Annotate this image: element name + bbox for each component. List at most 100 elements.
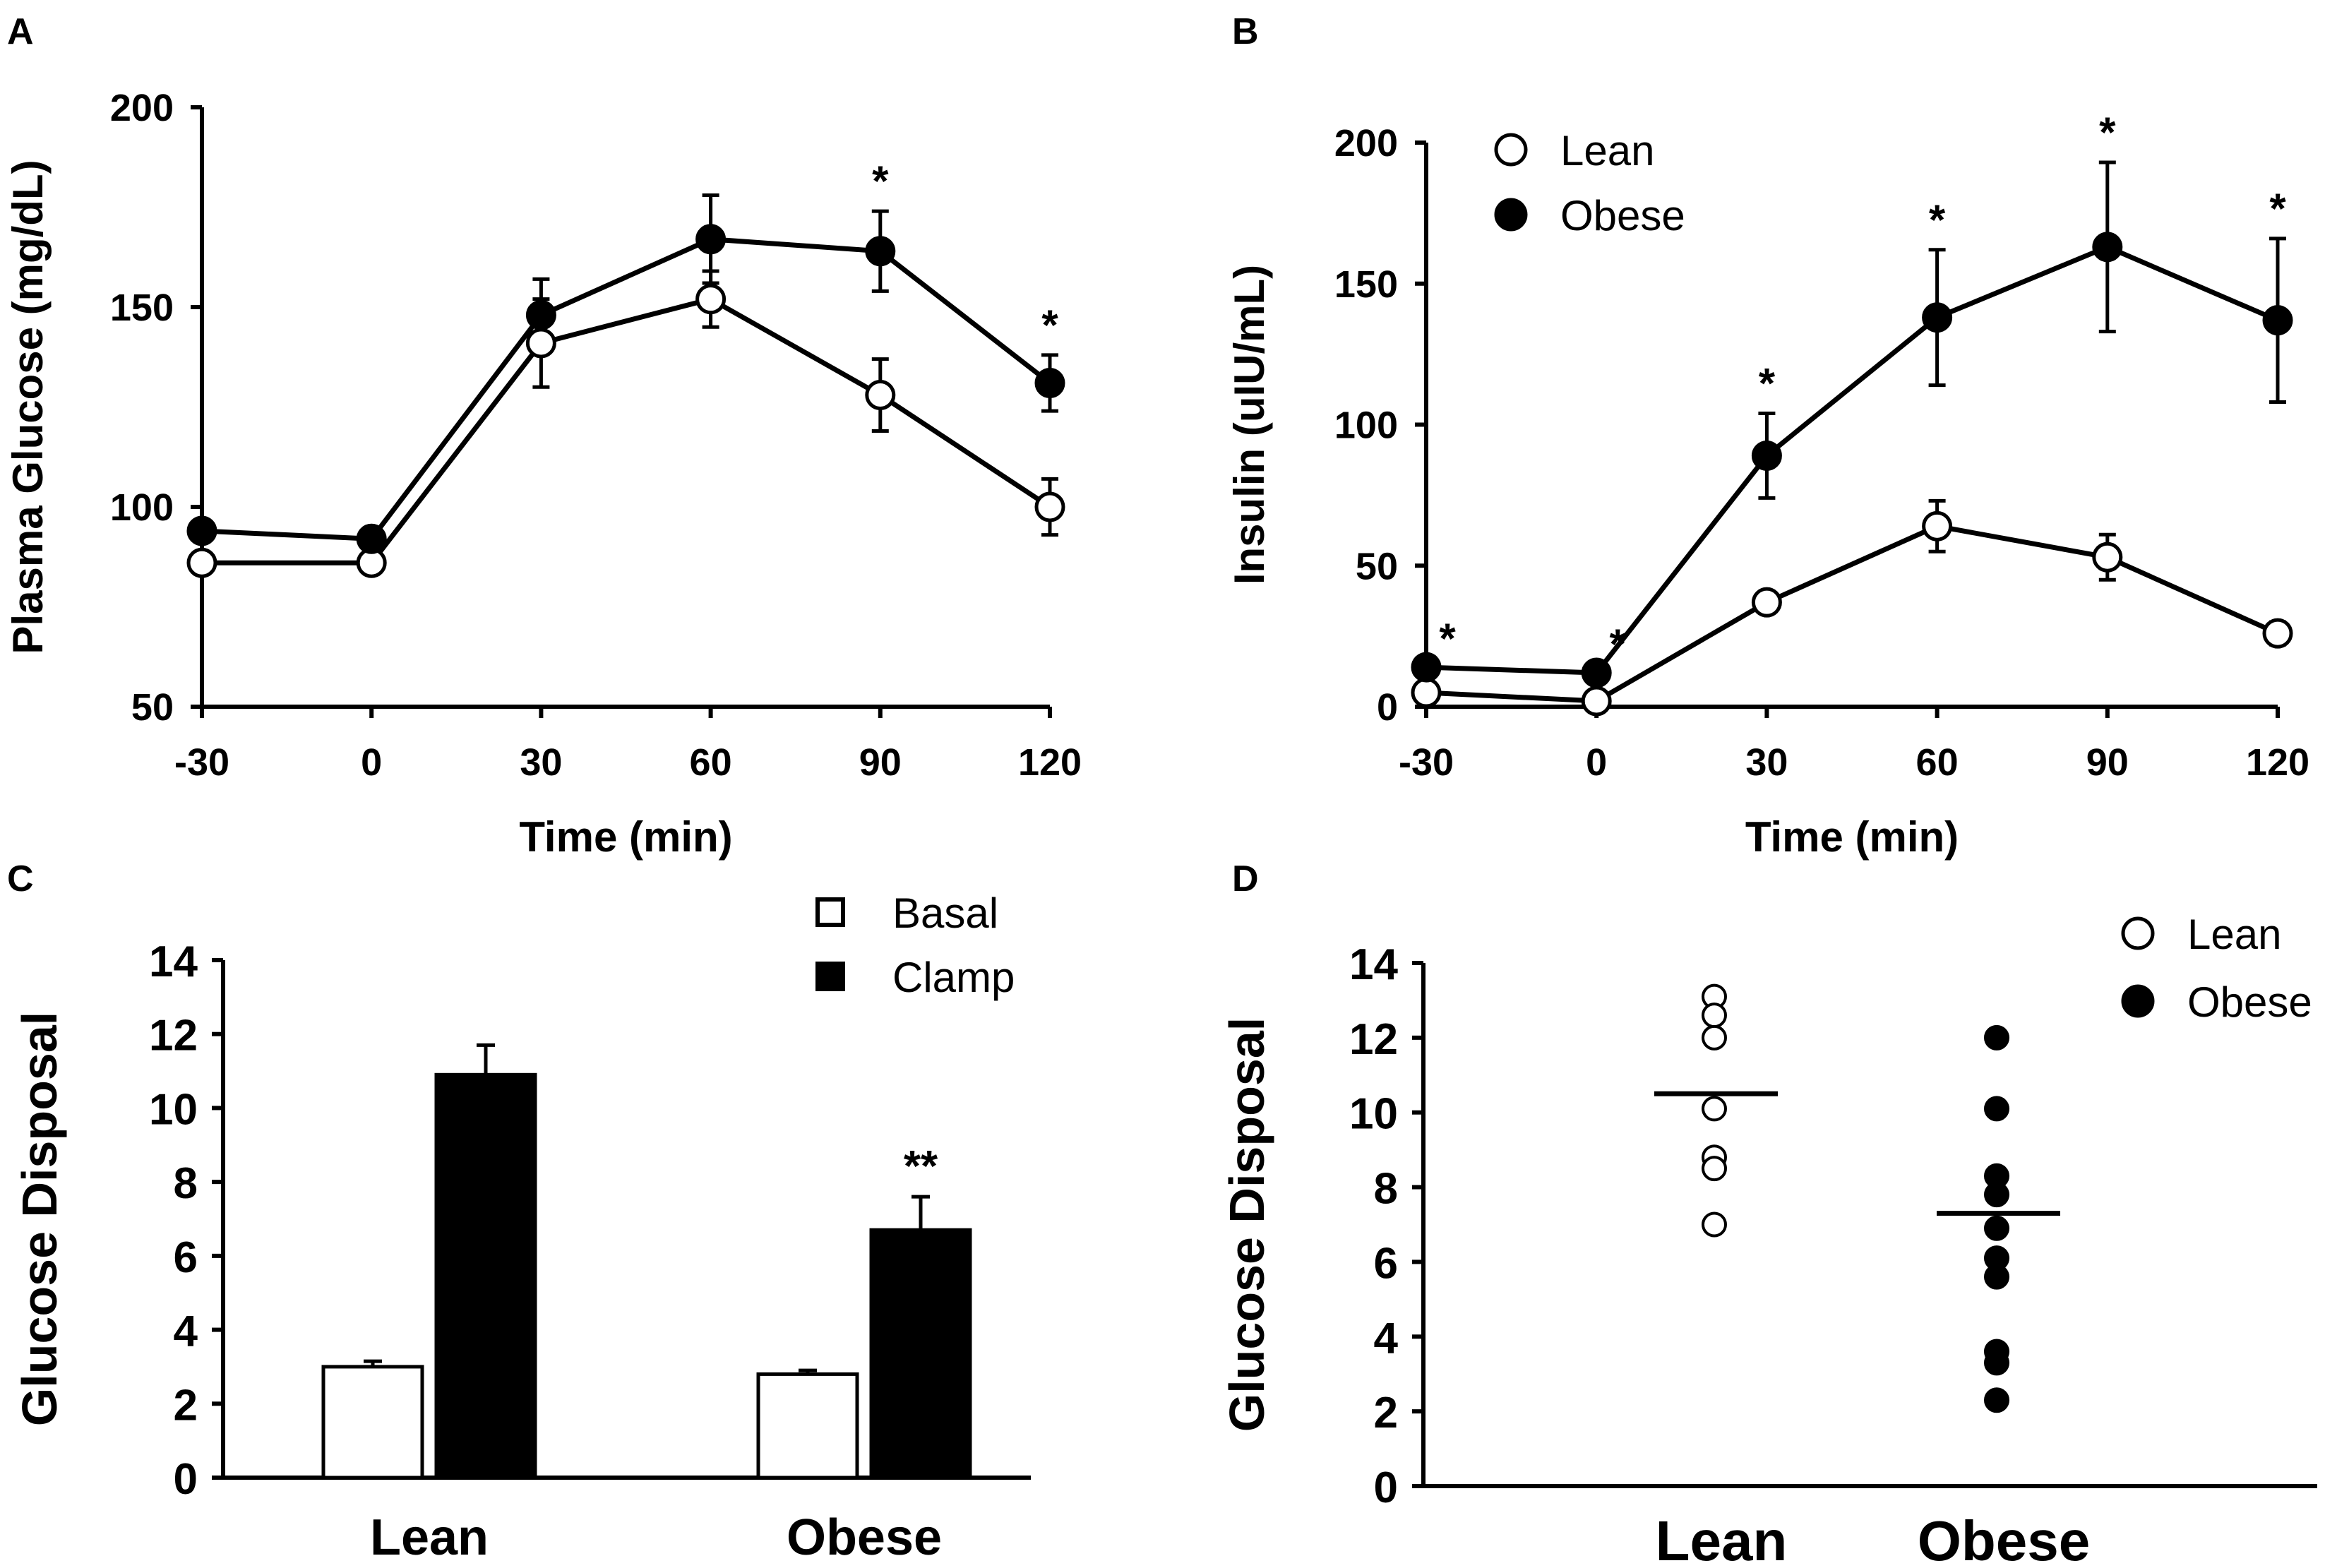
a-line-lean [202,296,1051,565]
c-ytick-label: 4 [174,1307,198,1356]
d-legend-marker-lean [2121,916,2155,950]
b-point-lean [1411,677,1442,708]
d-point-obese [1984,1024,2009,1051]
b-xtick-label: 30 [1745,741,1788,784]
a-xtick-label: 120 [1018,741,1082,784]
a-xtick-label: 0 [361,741,382,784]
b-significance-mark: * [1610,621,1627,668]
d-ytick-label: 14 [1349,940,1398,989]
b-point-lean [2262,618,2293,649]
c-ytick-label: 0 [174,1455,198,1504]
b-ytick-label: 200 [1334,122,1398,164]
b-ytick-label: 50 [1356,545,1398,587]
b-point-obese [2092,232,2123,263]
b-xtick-label: -30 [1399,741,1454,784]
a-point-obese [356,523,387,554]
b-legend-marker-obese [1494,198,1528,232]
b-significance-mark: * [1929,196,1946,244]
b-ylabel: Insulin (uIU/mL) [1226,265,1273,585]
b-point-obese [2262,305,2293,336]
a-ylabel: Plasma Glucose (mg/dL) [4,160,52,654]
a-ytick-label: 150 [110,287,174,329]
b-legend-marker-lean [1494,133,1528,167]
d-ylabel: Glucose Disposal [1219,1017,1274,1432]
b-xtick-label: 90 [2086,741,2129,784]
a-ytick-label: 100 [110,486,174,529]
b-point-obese [1751,440,1782,471]
c-significance-mark: ** [904,1142,938,1191]
c-bar-obese-clamp [869,1228,972,1480]
c-legend-marker-clamp [815,962,845,991]
b-point-lean [1581,686,1612,717]
b-axes [1424,143,2278,709]
a-point-lean [525,328,556,359]
a-xtick-label: 90 [859,741,902,784]
d-point-lean [1702,1024,1727,1051]
a-point-obese [865,236,896,267]
b-ytick-label: 100 [1334,405,1398,447]
b-significance-mark: * [2269,185,2286,232]
d-point-obese [1984,1096,2009,1122]
b-line-lean [1426,523,2279,704]
c-bar-lean-basal [321,1365,424,1480]
c-bar-lean-clamp [434,1072,537,1480]
c-ytick-label: 6 [174,1233,198,1282]
d-point-obese [1984,1182,2009,1208]
c-legend-label-clamp: Clamp [892,954,1015,1001]
a-ytick-label: 50 [131,686,174,729]
c-errorbar-obese-basal [799,1368,817,1375]
b-xtick-label: 120 [2246,741,2309,784]
d-point-lean [1702,1096,1727,1122]
c-ylabel: Glucose Disposal [12,1012,67,1426]
b-point-lean [1751,587,1782,618]
a-xtick-label: 60 [690,741,732,784]
a-point-lean [186,547,217,578]
d-axes [1421,963,2317,1488]
b-significance-mark: * [2099,109,2116,156]
b-xlabel: Time (min) [1745,813,1959,861]
a-axes [200,107,1050,709]
d-category-label-lean: Lean [1656,1509,1788,1568]
a-point-obese [186,515,217,546]
c-category-label-obese: Obese [787,1509,942,1566]
a-point-obese [525,299,556,330]
b-significance-mark: * [1439,615,1456,662]
b-point-lean [1922,510,1953,541]
panel-label-a: A [7,11,34,52]
a-point-lean [695,284,727,315]
d-ytick-label: 2 [1374,1389,1398,1437]
d-point-obese [1984,1350,2009,1376]
a-xtick-label: -30 [174,741,229,784]
c-legend-label-basal: Basal [892,890,998,937]
d-point-obese [1984,1264,2009,1290]
d-point-obese [1984,1387,2009,1413]
d-legend-marker-obese [2121,984,2155,1018]
b-ytick-label: 150 [1334,263,1398,306]
d-ytick-label: 8 [1374,1165,1398,1214]
d-point-lean [1702,1211,1727,1238]
c-ytick-label: 8 [174,1159,198,1208]
d-category-label-obese: Obese [1918,1509,2091,1568]
panel-label-d: D [1232,858,1259,899]
c-legend-marker-basal [815,897,845,927]
d-ytick-label: 4 [1374,1314,1399,1363]
c-ytick-label: 10 [149,1085,198,1134]
b-point-obese [1922,302,1953,333]
d-ytick-label: 0 [1374,1464,1398,1512]
c-errorbar-lean-basal [364,1359,382,1367]
a-line-obese [201,237,1052,541]
d-legend-label-lean: Lean [2187,911,2281,958]
b-point-obese [1581,657,1612,688]
a-point-obese [1034,368,1065,399]
c-ytick-label: 12 [149,1012,198,1060]
a-point-obese [695,224,727,255]
c-errorbar-obese-clamp [912,1195,930,1231]
b-ytick-label: 0 [1377,686,1398,729]
c-errorbar-lean-clamp [477,1043,495,1075]
c-bar-obese-basal [756,1372,859,1480]
b-significance-mark: * [1759,360,1776,407]
d-point-obese [1984,1215,2009,1241]
a-ytick-label: 200 [110,87,174,129]
b-legend-label-obese: Obese [1560,192,1685,239]
